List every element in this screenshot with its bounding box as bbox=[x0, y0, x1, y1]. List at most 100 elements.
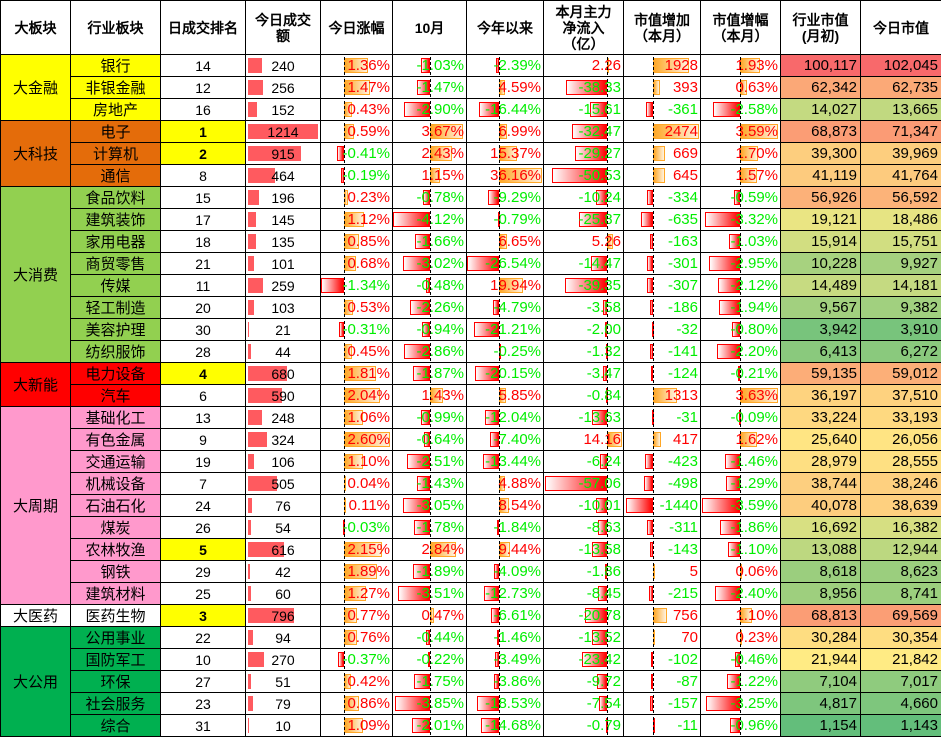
major-sector-cell[interactable]: 大科技 bbox=[1, 121, 71, 187]
industry-name-cell[interactable]: 农林牧渔 bbox=[71, 539, 161, 561]
today-cell: 0.43% bbox=[321, 99, 393, 121]
mcap-add-value: -102 bbox=[624, 651, 700, 669]
ytd-value: -1.84% bbox=[467, 519, 543, 537]
industry-name-cell[interactable]: 国防军工 bbox=[71, 649, 161, 671]
industry-name-cell[interactable]: 电子 bbox=[71, 121, 161, 143]
today-cell: -0.41% bbox=[321, 143, 393, 165]
industry-name-cell[interactable]: 建筑装饰 bbox=[71, 209, 161, 231]
header-industry[interactable]: 行业板块 bbox=[71, 1, 161, 55]
industry-name-cell[interactable]: 食品饮料 bbox=[71, 187, 161, 209]
industry-name-cell[interactable]: 公用事业 bbox=[71, 627, 161, 649]
industry-name-cell[interactable]: 商贸零售 bbox=[71, 253, 161, 275]
volume-value: 76 bbox=[246, 497, 320, 515]
mcap-add-cell: 645 bbox=[624, 165, 701, 187]
volume-cell: 76 bbox=[246, 495, 321, 517]
volume-cell: 256 bbox=[246, 77, 321, 99]
oct-cell: -0.22% bbox=[393, 649, 467, 671]
mcap-start-cell: 56,926 bbox=[781, 187, 861, 209]
volume-rank-cell: 21 bbox=[161, 253, 246, 275]
industry-name-cell[interactable]: 电力设备 bbox=[71, 363, 161, 385]
ytd-cell: -12.73% bbox=[467, 583, 544, 605]
oct-cell: 0.47% bbox=[393, 605, 467, 627]
header-october[interactable]: 10月 bbox=[393, 1, 467, 55]
oct-cell: -1.75% bbox=[393, 671, 467, 693]
industry-name-cell[interactable]: 轻工制造 bbox=[71, 297, 161, 319]
industry-name-cell[interactable]: 环保 bbox=[71, 671, 161, 693]
industry-name-cell[interactable]: 银行 bbox=[71, 55, 161, 77]
axis-line bbox=[430, 211, 431, 229]
today-value: 1.10% bbox=[321, 453, 392, 471]
axis-line bbox=[653, 365, 654, 383]
oct-cell: -0.48% bbox=[393, 275, 467, 297]
major-sector-cell[interactable]: 大周期 bbox=[1, 407, 71, 605]
industry-name-cell[interactable]: 家用电器 bbox=[71, 231, 161, 253]
header-volume[interactable]: 今日成交 额 bbox=[246, 1, 321, 55]
mcap-pct-cell: 0.06% bbox=[701, 561, 781, 583]
header-mcap-pct[interactable]: 市值增幅 （本月） bbox=[701, 1, 781, 55]
header-mcap-add[interactable]: 市值增加 （本月） bbox=[624, 1, 701, 55]
volume-cell: 248 bbox=[246, 407, 321, 429]
mcap-start-cell: 9,567 bbox=[781, 297, 861, 319]
axis-line bbox=[740, 585, 741, 603]
major-sector-cell[interactable]: 大公用 bbox=[1, 627, 71, 737]
industry-name-cell[interactable]: 传媒 bbox=[71, 275, 161, 297]
header-net-inflow[interactable]: 本月主力 净流入 （亿） bbox=[544, 1, 624, 55]
header-ytd[interactable]: 今年以来 bbox=[467, 1, 544, 55]
industry-name-cell[interactable]: 交通运输 bbox=[71, 451, 161, 473]
industry-name-cell[interactable]: 综合 bbox=[71, 715, 161, 737]
industry-name-cell[interactable]: 石油石化 bbox=[71, 495, 161, 517]
axis-line bbox=[607, 299, 608, 317]
header-mcap-now[interactable]: 今日市值 bbox=[861, 1, 941, 55]
volume-value: 21 bbox=[246, 321, 320, 339]
header-mcap-start[interactable]: 行业市值 (月初) bbox=[781, 1, 861, 55]
header-major-sector[interactable]: 大板块 bbox=[1, 1, 71, 55]
volume-rank-cell: 14 bbox=[161, 55, 246, 77]
industry-name-cell[interactable]: 计算机 bbox=[71, 143, 161, 165]
industry-name-cell[interactable]: 纺织服饰 bbox=[71, 341, 161, 363]
ytd-value: -2.39% bbox=[467, 57, 543, 75]
industry-name-cell[interactable]: 房地产 bbox=[71, 99, 161, 121]
major-sector-cell[interactable]: 大金融 bbox=[1, 55, 71, 121]
header-volume-rank[interactable]: 日成交排名 bbox=[161, 1, 246, 55]
axis-line bbox=[499, 79, 500, 97]
industry-name-cell[interactable]: 医药生物 bbox=[71, 605, 161, 627]
today-value: -0.31% bbox=[321, 321, 392, 339]
mcap-pct-cell: 1.93% bbox=[701, 55, 781, 77]
mcap-now-cell: 15,751 bbox=[861, 231, 941, 253]
industry-name-cell[interactable]: 通信 bbox=[71, 165, 161, 187]
industry-name-cell[interactable]: 建筑材料 bbox=[71, 583, 161, 605]
today-value: 0.11% bbox=[321, 497, 392, 515]
mcap-add-cell: -102 bbox=[624, 649, 701, 671]
industry-name-cell[interactable]: 机械设备 bbox=[71, 473, 161, 495]
industry-name-cell[interactable]: 钢铁 bbox=[71, 561, 161, 583]
industry-name-cell[interactable]: 煤炭 bbox=[71, 517, 161, 539]
flow-value: -38.33 bbox=[544, 79, 623, 97]
mcap-add-cell: 1928 bbox=[624, 55, 701, 77]
industry-name-cell[interactable]: 汽车 bbox=[71, 385, 161, 407]
header-today-change[interactable]: 今日涨幅 bbox=[321, 1, 393, 55]
industry-name-cell[interactable]: 美容护理 bbox=[71, 319, 161, 341]
flow-cell: 5.26 bbox=[544, 231, 624, 253]
mcap-add-cell: 5 bbox=[624, 561, 701, 583]
major-sector-cell[interactable]: 大消费 bbox=[1, 187, 71, 363]
major-sector-cell[interactable]: 大医药 bbox=[1, 605, 71, 627]
volume-rank-cell: 27 bbox=[161, 671, 246, 693]
industry-name-cell[interactable]: 非银金融 bbox=[71, 77, 161, 99]
ytd-cell: 6.65% bbox=[467, 231, 544, 253]
industry-name-cell[interactable]: 基础化工 bbox=[71, 407, 161, 429]
mcap-add-value: -334 bbox=[624, 189, 700, 207]
today-value: -0.19% bbox=[321, 167, 392, 185]
volume-value: 616 bbox=[246, 541, 320, 559]
volume-value: 42 bbox=[246, 563, 320, 581]
axis-line bbox=[653, 563, 654, 581]
oct-cell: -1.43% bbox=[393, 473, 467, 495]
major-sector-cell[interactable]: 大新能 bbox=[1, 363, 71, 407]
volume-rank-cell: 29 bbox=[161, 561, 246, 583]
ytd-value: 9.44% bbox=[467, 541, 543, 559]
industry-name-cell[interactable]: 社会服务 bbox=[71, 693, 161, 715]
axis-line bbox=[430, 145, 431, 163]
axis-line bbox=[653, 519, 654, 537]
industry-name-cell[interactable]: 有色金属 bbox=[71, 429, 161, 451]
